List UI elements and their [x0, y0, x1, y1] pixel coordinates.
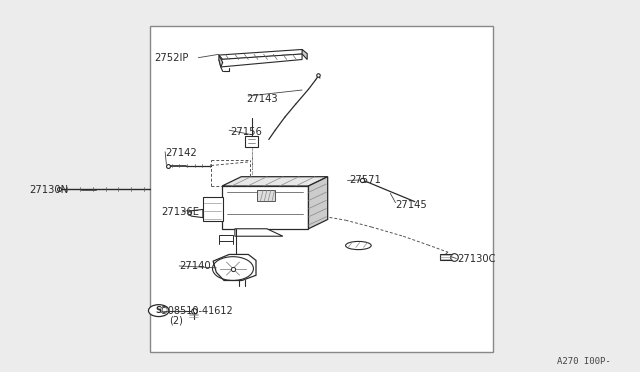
Text: 27140: 27140	[179, 261, 211, 271]
Bar	[150, 26, 493, 352]
Polygon shape	[189, 209, 203, 218]
Text: 27136E: 27136E	[161, 207, 199, 217]
Circle shape	[148, 305, 169, 317]
Text: 27130C: 27130C	[458, 254, 496, 263]
Bar	[203, 197, 223, 221]
Text: 2752IP: 2752IP	[154, 53, 189, 62]
Bar	[245, 136, 258, 147]
Text: 27156: 27156	[230, 127, 262, 137]
Text: ©08510-41612: ©08510-41612	[159, 306, 234, 315]
Circle shape	[212, 257, 253, 280]
Ellipse shape	[346, 241, 371, 250]
Bar	[219, 235, 233, 241]
Text: 27130N: 27130N	[29, 185, 68, 195]
Text: (2): (2)	[170, 316, 184, 326]
Polygon shape	[219, 49, 306, 60]
Text: S: S	[156, 306, 162, 315]
Bar	[440, 254, 452, 260]
Text: A270 I00P-: A270 I00P-	[557, 357, 611, 366]
Polygon shape	[302, 49, 307, 60]
Text: 27571: 27571	[349, 176, 381, 185]
Bar	[222, 186, 308, 229]
Polygon shape	[222, 177, 328, 186]
Text: 27145: 27145	[396, 200, 428, 209]
Polygon shape	[219, 55, 223, 67]
Bar	[257, 190, 275, 201]
Text: 27143: 27143	[246, 94, 278, 103]
Polygon shape	[308, 177, 328, 229]
Polygon shape	[235, 229, 283, 236]
Text: 27142: 27142	[165, 148, 197, 157]
Polygon shape	[219, 54, 302, 67]
